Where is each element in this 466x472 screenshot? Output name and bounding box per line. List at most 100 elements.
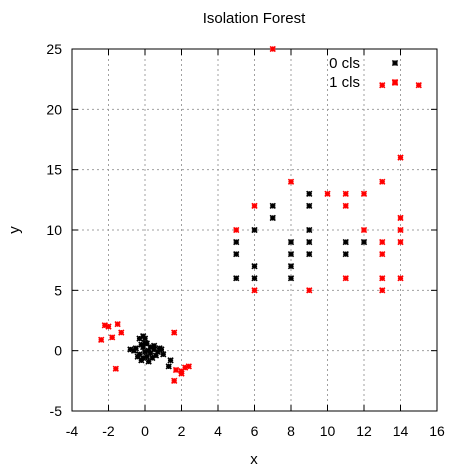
data-point (112, 365, 119, 372)
data-point (141, 335, 149, 342)
data-point (397, 154, 404, 161)
data-point (178, 370, 185, 377)
data-point (379, 82, 386, 89)
y-tick-label: 10 (46, 222, 62, 238)
data-point (233, 238, 240, 246)
y-tick-label: 0 (54, 343, 62, 359)
data-point (342, 190, 349, 197)
data-point (165, 363, 172, 370)
data-point (185, 363, 192, 370)
x-tick-label: 8 (287, 423, 295, 439)
data-point (306, 250, 313, 258)
data-point (269, 202, 276, 210)
data-point (150, 342, 158, 350)
data-point (141, 340, 149, 347)
data-point (324, 190, 331, 197)
legend-marker (391, 59, 399, 67)
legend: 0 cls 1 cls (329, 55, 399, 91)
data-point (140, 354, 147, 362)
data-point (287, 263, 295, 270)
data-point (147, 349, 154, 357)
data-point (108, 334, 116, 341)
y-tick-label: 5 (54, 282, 62, 298)
data-point (415, 82, 422, 89)
legend-marker (391, 78, 399, 86)
data-point (306, 190, 313, 197)
data-point (269, 45, 276, 53)
chart-title: Isolation Forest (203, 10, 306, 27)
data-point (145, 358, 152, 365)
data-point (306, 202, 313, 210)
data-point (360, 190, 368, 197)
data-point (287, 250, 295, 258)
data-point (287, 238, 295, 246)
data-point (251, 287, 258, 294)
data-point (342, 275, 349, 282)
data-point (360, 238, 368, 246)
data-point (171, 329, 178, 336)
data-point (251, 263, 258, 270)
data-point (152, 352, 160, 359)
data-point (379, 238, 386, 246)
x-tick-label: 10 (320, 423, 336, 439)
axis-ticks (71, 48, 438, 412)
y-tick-label: 25 (46, 41, 62, 57)
data-point (171, 377, 178, 384)
data-point (360, 226, 368, 234)
x-tick-labels: -4 -2 0 2 4 6 8 10 12 14 16 (66, 423, 445, 439)
data-point (306, 238, 313, 246)
data-point (379, 250, 386, 258)
x-tick-label: 0 (141, 423, 149, 439)
y-tick-label: -5 (50, 403, 63, 419)
data-point (160, 351, 167, 358)
x-tick-label: 2 (178, 423, 186, 439)
data-point (269, 214, 276, 222)
data-point (134, 353, 141, 360)
x-tick-label: 12 (356, 423, 372, 439)
data-point (158, 346, 165, 353)
data-point (118, 329, 125, 336)
x-tick-label: -2 (102, 423, 115, 439)
data-point (306, 287, 313, 294)
y-axis-title: y (6, 226, 23, 234)
data-point (105, 323, 112, 330)
x-axis-title: x (250, 451, 258, 468)
data-point (130, 347, 138, 354)
y-tick-label: 15 (46, 162, 62, 178)
data-point (114, 320, 121, 328)
data-point (251, 202, 258, 210)
data-points (98, 45, 422, 384)
y-tick-label: 20 (46, 101, 62, 117)
data-point (251, 226, 258, 234)
data-point (379, 275, 386, 282)
data-point (251, 275, 258, 282)
data-point (342, 202, 349, 210)
data-point (233, 275, 240, 282)
data-point (233, 250, 240, 258)
data-point (287, 275, 295, 282)
data-point (397, 226, 404, 234)
data-point (233, 226, 240, 234)
y-tick-labels: -5 0 5 10 15 20 25 (46, 41, 62, 419)
data-point (172, 366, 180, 374)
series-1 (98, 45, 422, 384)
data-point (287, 178, 295, 185)
data-point (342, 250, 349, 258)
x-tick-label: 6 (251, 423, 259, 439)
legend-label: 0 cls (329, 55, 360, 72)
data-point (379, 178, 386, 185)
x-tick-label: 4 (214, 423, 222, 439)
data-point (167, 357, 174, 364)
x-tick-label: 16 (429, 423, 445, 439)
series-0 (127, 190, 368, 370)
data-point (98, 336, 105, 343)
x-tick-label: 14 (393, 423, 409, 439)
data-point (342, 238, 349, 246)
data-point (306, 226, 313, 234)
x-tick-label: -4 (66, 423, 79, 439)
data-point (397, 214, 404, 222)
data-point (397, 238, 404, 246)
data-point (397, 275, 404, 282)
legend-label: 1 cls (329, 74, 360, 91)
